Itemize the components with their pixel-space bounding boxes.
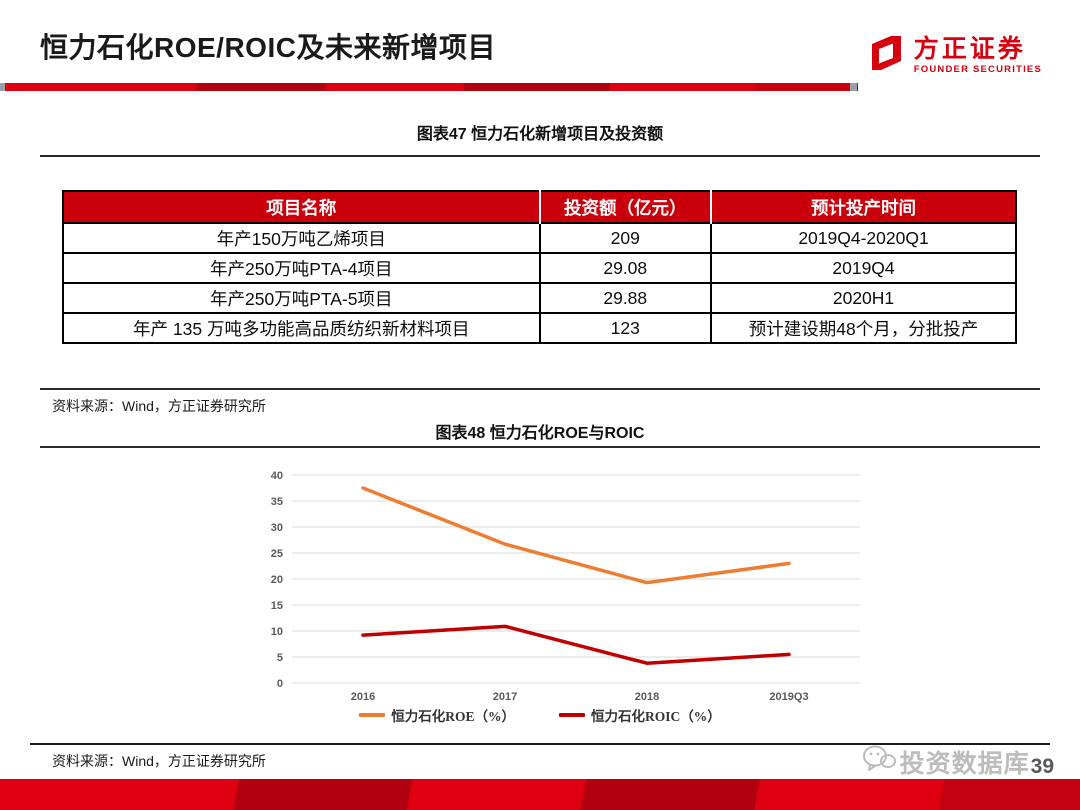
footer-divider-line (30, 743, 1050, 745)
roe-line-swatch (359, 713, 386, 717)
footer-red-band (0, 779, 1080, 810)
figure48-caption: 图表48 恒力石化ROE与ROIC (435, 425, 645, 442)
col-header-project-name: 项目名称 (63, 191, 540, 223)
cell-launch-time: 2020H1 (710, 282, 1017, 314)
svg-text:35: 35 (271, 496, 283, 508)
svg-text:0: 0 (277, 678, 283, 690)
svg-text:15: 15 (271, 600, 283, 612)
figure47-caption: 图表47 恒力石化新增项目及投资额 (416, 126, 664, 143)
svg-text:2019Q3: 2019Q3 (769, 691, 808, 703)
cell-launch-time: 预计建设期48个月，分批投产 (710, 312, 1017, 344)
bar-cap-right (850, 83, 857, 91)
divider-line (40, 446, 1040, 448)
cell-launch-time: 2019Q4-2020Q1 (710, 222, 1017, 254)
table-row: 年产150万吨乙烯项目 209 2019Q4-2020Q1 (62, 222, 1017, 254)
chart-legend: 恒力石化ROE（%） 恒力石化ROIC（%） (0, 705, 1080, 725)
cell-project-name: 年产250万吨PTA-5项目 (62, 282, 541, 314)
watermark: 投资数据库 39 (862, 744, 1054, 777)
cell-project-name: 年产150万吨乙烯项目 (62, 222, 541, 254)
cell-project-name: 年产 135 万吨多功能高品质纺织新材料项目 (62, 312, 541, 344)
figure48-source: 资料来源：Wind，方正证券研究所 (52, 753, 266, 769)
svg-text:25: 25 (271, 548, 283, 560)
divider-line (40, 388, 1040, 390)
roic-line-swatch (559, 713, 585, 717)
wechat-icon (862, 744, 896, 777)
svg-text:5: 5 (277, 652, 283, 664)
table-row: 年产 135 万吨多功能高品质纺织新材料项目 123 预计建设期48个月，分批投… (62, 312, 1017, 344)
svg-text:10: 10 (271, 626, 283, 638)
table-header-row: 项目名称 投资额（亿元） 预计投产时间 (63, 191, 1016, 223)
cell-investment: 123 (538, 312, 713, 344)
founder-logo-icon (866, 32, 906, 79)
page-title: 恒力石化ROE/ROIC及未来新增项目 (40, 32, 496, 63)
svg-text:40: 40 (271, 470, 283, 482)
svg-text:20: 20 (271, 574, 283, 586)
cell-investment: 29.88 (538, 282, 713, 314)
bar-cap-left (0, 83, 5, 91)
founder-securities-logo: 方正证券 FOUNDER SECURITIES (866, 32, 1042, 79)
svg-text:2018: 2018 (635, 691, 659, 703)
divider-line (40, 155, 1040, 157)
watermark-text: 投资数据库 (899, 750, 1030, 778)
page-number: 39 (1030, 755, 1054, 778)
legend-item-roe: 恒力石化ROE（%） (359, 705, 515, 725)
svg-text:30: 30 (271, 522, 283, 534)
svg-text:2017: 2017 (493, 691, 517, 703)
cell-project-name: 年产250万吨PTA-4项目 (62, 252, 541, 284)
cell-investment: 209 (538, 222, 713, 254)
cell-launch-time: 2019Q4 (710, 252, 1017, 284)
cell-investment: 29.08 (538, 252, 713, 284)
legend-label-roic: 恒力石化ROIC（%） (591, 709, 721, 724)
logo-en-text: FOUNDER SECURITIES (913, 64, 1042, 76)
svg-text:2016: 2016 (351, 691, 375, 703)
col-header-investment: 投资额（亿元） (538, 191, 712, 223)
logo-cn-text: 方正证券 (913, 34, 1026, 63)
projects-table: 项目名称 投资额（亿元） 预计投产时间 年产150万吨乙烯项目 209 2019… (62, 190, 1017, 344)
figure47-source: 资料来源：Wind，方正证券研究所 (52, 398, 266, 414)
table-row: 年产250万吨PTA-5项目 29.88 2020H1 (62, 282, 1017, 314)
legend-item-roic: 恒力石化ROIC（%） (559, 705, 721, 725)
roe-roic-line-chart: 0 5 10 15 20 25 30 35 40 2016 2017 2018 2019Q3 (248, 465, 868, 705)
title-divider-bar (0, 83, 858, 91)
legend-label-roe: 恒力石化ROE（%） (391, 709, 515, 724)
col-header-launch-time: 预计投产时间 (710, 191, 1016, 223)
line-chart-canvas: 0 5 10 15 20 25 30 35 40 2016 2017 2018 2019Q3 (271, 470, 860, 703)
table-row: 年产250万吨PTA-4项目 29.08 2019Q4 (62, 252, 1017, 284)
